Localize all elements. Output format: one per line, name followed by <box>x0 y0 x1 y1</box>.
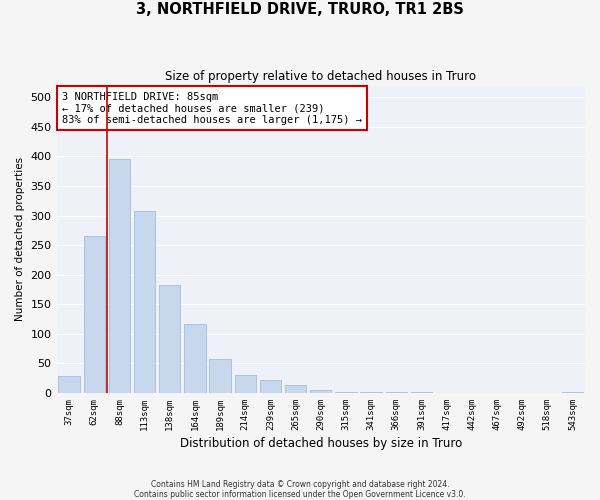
Bar <box>335 392 356 393</box>
Bar <box>58 376 80 393</box>
Bar <box>260 380 281 393</box>
Bar <box>386 392 407 393</box>
Bar <box>159 286 181 393</box>
Bar <box>285 386 307 393</box>
Y-axis label: Number of detached properties: Number of detached properties <box>15 157 25 322</box>
Bar <box>310 390 331 393</box>
Bar <box>109 159 130 393</box>
Text: Contains HM Land Registry data © Crown copyright and database right 2024.
Contai: Contains HM Land Registry data © Crown c… <box>134 480 466 499</box>
Text: 3 NORTHFIELD DRIVE: 85sqm
← 17% of detached houses are smaller (239)
83% of semi: 3 NORTHFIELD DRIVE: 85sqm ← 17% of detac… <box>62 92 362 125</box>
Bar <box>83 236 105 393</box>
Text: 3, NORTHFIELD DRIVE, TRURO, TR1 2BS: 3, NORTHFIELD DRIVE, TRURO, TR1 2BS <box>136 2 464 18</box>
Bar <box>184 324 206 393</box>
Bar <box>235 375 256 393</box>
Title: Size of property relative to detached houses in Truro: Size of property relative to detached ho… <box>165 70 476 83</box>
Bar <box>562 392 583 393</box>
Bar <box>134 211 155 393</box>
X-axis label: Distribution of detached houses by size in Truro: Distribution of detached houses by size … <box>179 437 462 450</box>
Bar <box>411 392 432 393</box>
Bar <box>361 392 382 393</box>
Bar <box>209 358 231 393</box>
